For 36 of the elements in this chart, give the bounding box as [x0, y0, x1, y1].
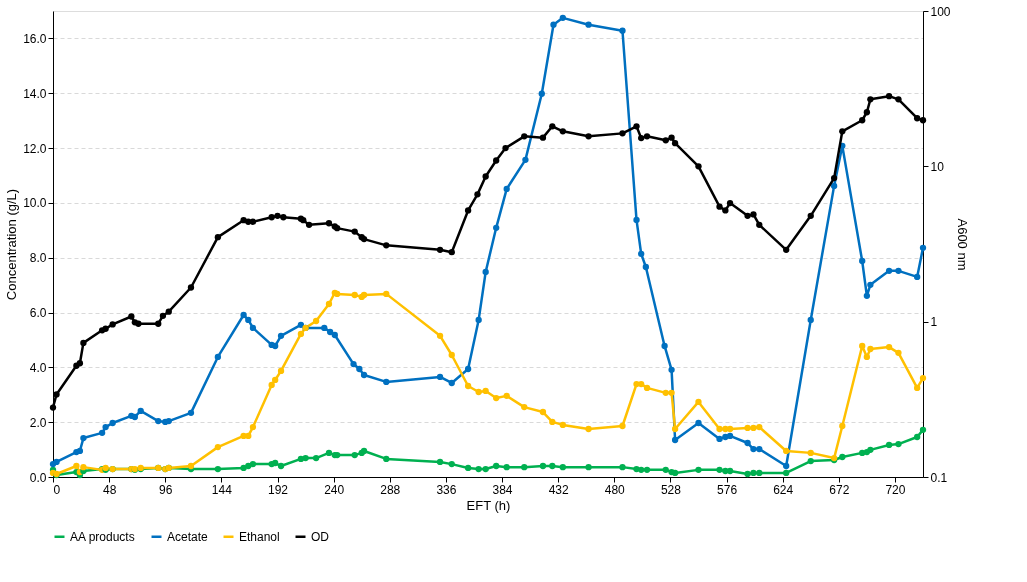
y-axis-title: Concentration (g/L)	[4, 188, 20, 301]
y-tick-label: 8.0	[29, 251, 47, 266]
x-tick-label: 528	[660, 482, 682, 497]
y-tick-label: 2.0	[29, 415, 47, 430]
x-tick-label: 96	[159, 482, 173, 497]
y2-tick-label: 1	[930, 315, 938, 330]
y-tick-label: 0.0	[29, 470, 47, 485]
x-tick-label: 240	[324, 482, 345, 497]
legend-label: OD	[311, 529, 330, 544]
y-tick-label: 12.0	[23, 141, 47, 156]
legend-label: Ethanol	[239, 529, 280, 544]
x-tick-label: 0	[53, 482, 61, 497]
y-tick-label: 14.0	[23, 86, 47, 101]
y2-tick-label: 10	[930, 159, 945, 174]
x-tick-label: 672	[829, 482, 850, 497]
x-tick-label: 384	[492, 482, 513, 497]
x-tick-label: 336	[436, 482, 457, 497]
x-tick-label: 288	[380, 482, 401, 497]
x-tick-label: 48	[102, 482, 117, 497]
x-tick-label: 192	[268, 482, 289, 497]
x-tick-label: 624	[773, 482, 794, 497]
x-tick-label: 480	[604, 482, 626, 497]
y2-tick-label: 0.1	[930, 470, 948, 485]
x-axis-title: EFT (h)	[466, 497, 511, 513]
legend-label: Acetate	[167, 529, 209, 544]
x-tick-label: 576	[717, 482, 738, 497]
y2-tick-label: 100	[930, 4, 951, 19]
y-tick-label: 10.0	[23, 196, 47, 211]
x-tick-label: 720	[885, 482, 906, 497]
y-tick-label: 6.0	[29, 306, 47, 321]
x-tick-label: 144	[211, 482, 233, 497]
x-tick-label: 432	[548, 482, 569, 497]
legend-label: AA products	[70, 529, 135, 544]
y-tick-label: 4.0	[29, 360, 47, 375]
y2-axis-title: A600 nm	[954, 218, 970, 271]
y-tick-label: 16.0	[23, 31, 47, 46]
